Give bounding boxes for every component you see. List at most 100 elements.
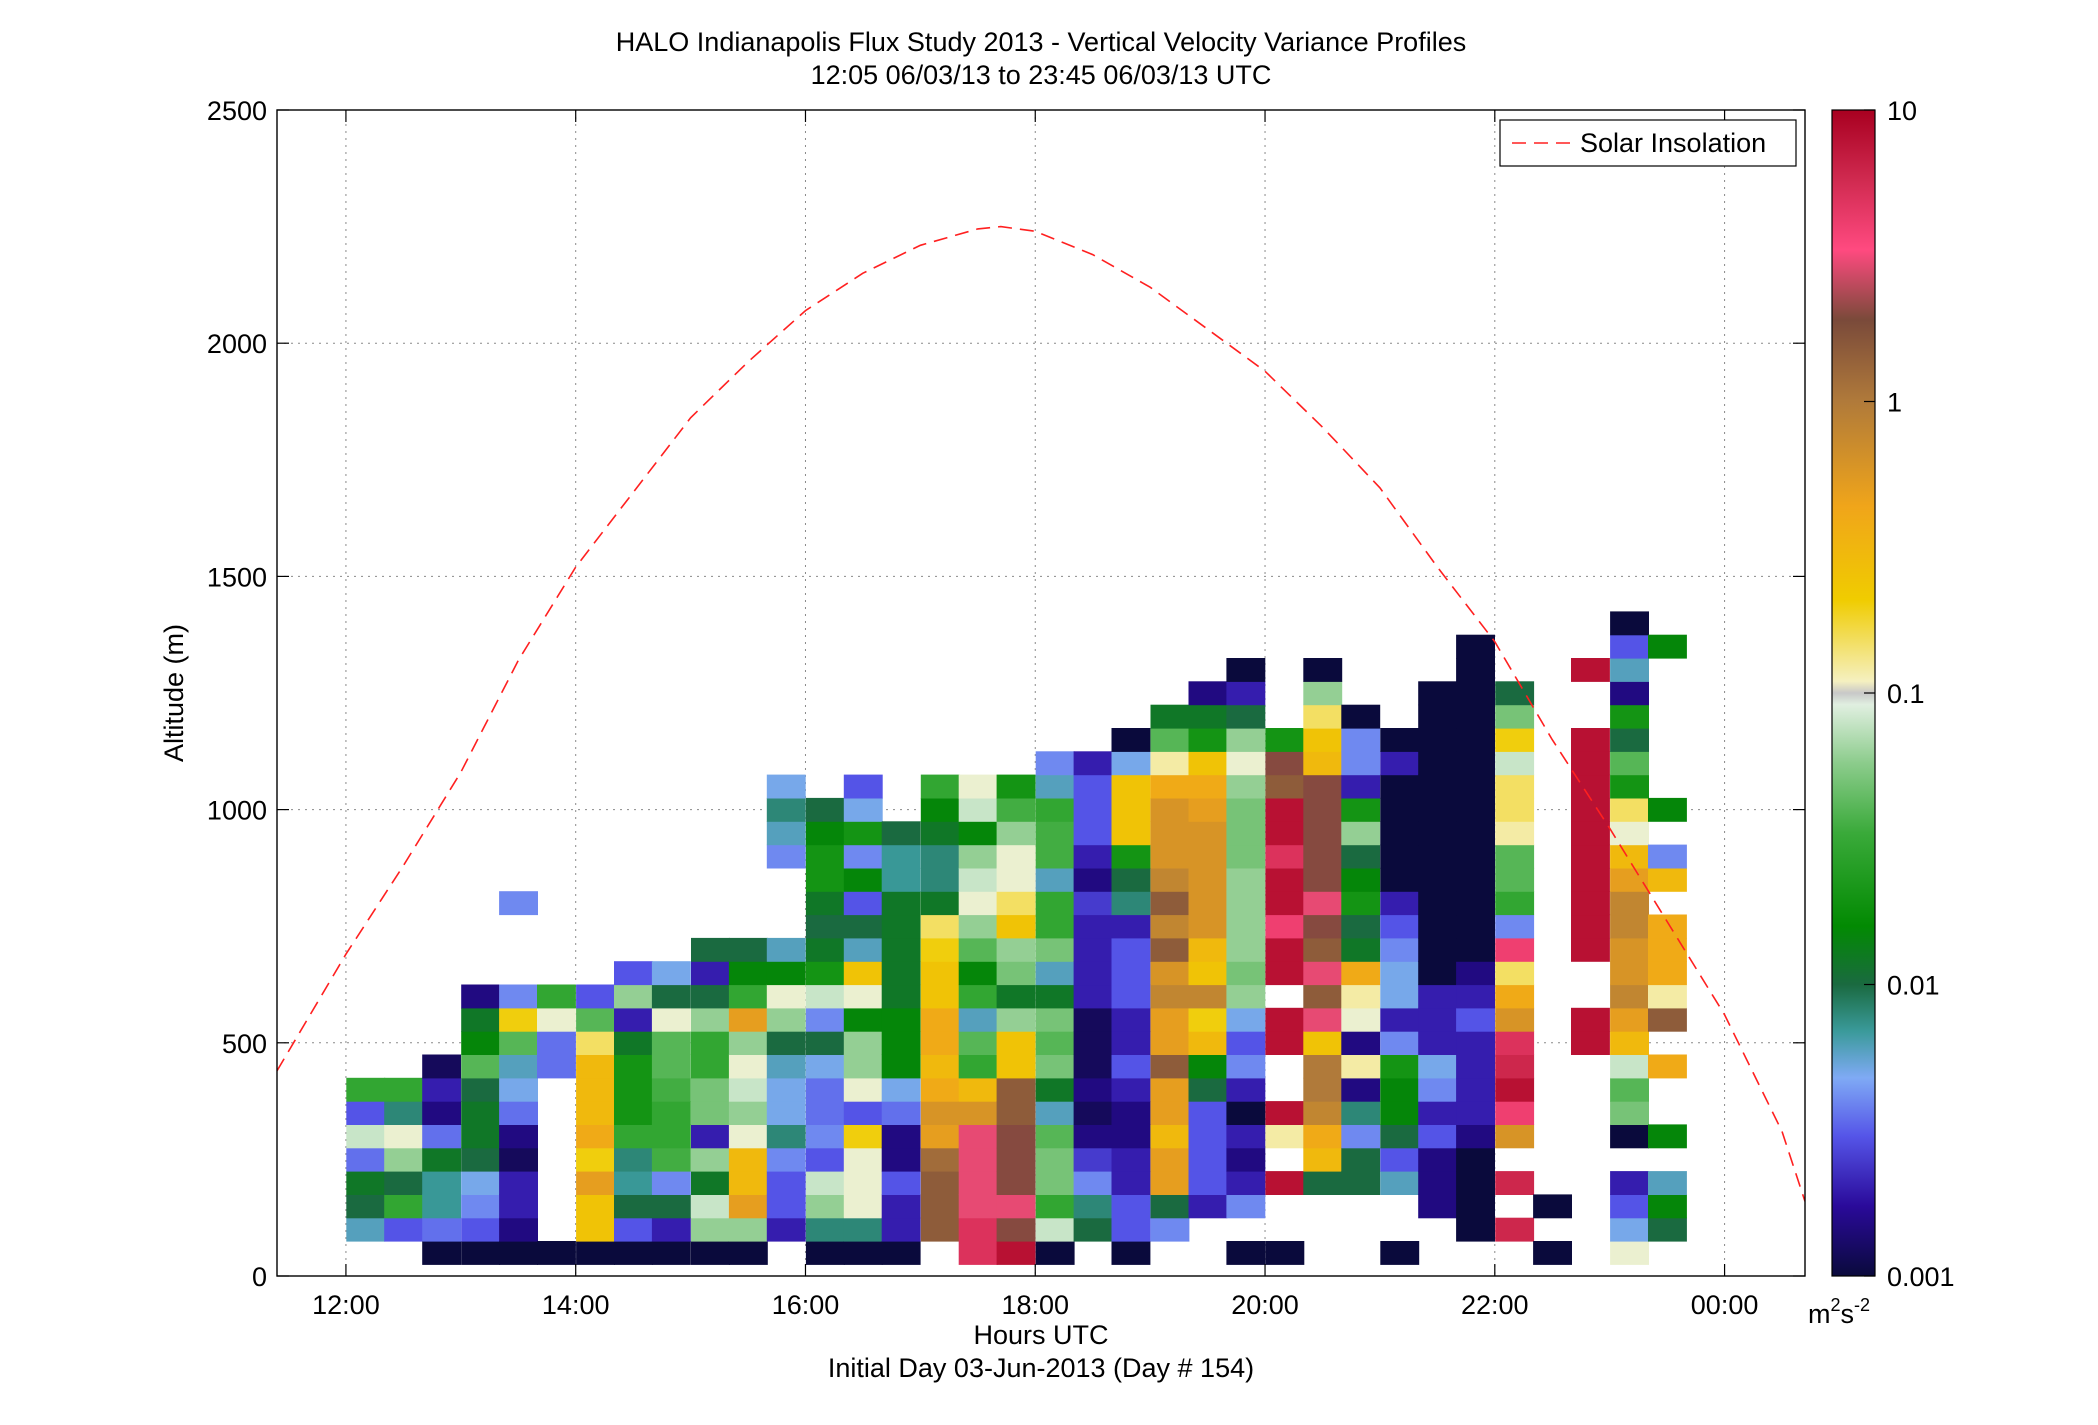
heatmap-cell <box>1456 1194 1495 1219</box>
heatmap-cell <box>920 1171 960 1195</box>
heatmap-cell <box>728 1147 768 1172</box>
heatmap-cell <box>1303 914 1343 939</box>
heatmap-cell <box>1610 984 1649 1009</box>
heatmap-cell <box>996 774 1036 799</box>
heatmap-cell <box>996 797 1036 822</box>
heatmap-cell <box>958 1241 998 1265</box>
heatmap-cell <box>1111 1124 1151 1149</box>
heatmap-cell <box>728 1217 768 1242</box>
heatmap-cell <box>805 1171 845 1195</box>
heatmap-cell <box>1495 914 1535 939</box>
heatmap-cell <box>1188 1031 1228 1055</box>
heatmap-cell <box>881 1147 921 1172</box>
heatmap-cell <box>1188 1124 1228 1149</box>
heatmap-cell <box>346 1101 386 1125</box>
heatmap-cell <box>996 1217 1036 1242</box>
heatmap-cell <box>1610 1077 1649 1102</box>
heatmap-cell <box>1035 1101 1075 1125</box>
heatmap-cell <box>1341 751 1381 776</box>
heatmap-cell <box>1226 1171 1266 1195</box>
heatmap-cell <box>958 1217 998 1242</box>
colorbar-tick-label: 0.001 <box>1887 1262 1955 1292</box>
heatmap-cell <box>1610 1124 1649 1149</box>
heatmap-cell <box>1495 1031 1535 1055</box>
heatmap-cell <box>651 1217 691 1242</box>
heatmap-cell <box>1226 844 1266 869</box>
heatmap-cell <box>1495 1124 1535 1149</box>
heatmap-cell <box>843 1171 883 1195</box>
heatmap-cell <box>1456 821 1495 846</box>
heatmap-cell <box>651 984 691 1009</box>
heatmap-cell <box>996 1147 1036 1172</box>
heatmap-cell <box>1188 1077 1228 1102</box>
heatmap-cell <box>1380 1031 1420 1055</box>
heatmap-cell <box>766 1124 806 1149</box>
x-tick-label: 20:00 <box>1231 1290 1299 1320</box>
heatmap-cell <box>1456 751 1495 776</box>
heatmap-cell <box>766 1031 806 1055</box>
heatmap-cell <box>576 1147 615 1172</box>
heatmap-cell <box>996 937 1036 962</box>
heatmap-cell <box>1188 821 1228 846</box>
y-axis-ticks: 0 500 1000 1500 2000 2500 <box>207 96 1805 1292</box>
heatmap-cell <box>881 1124 921 1149</box>
heatmap-cell <box>1035 1077 1075 1102</box>
heatmap-cell <box>728 1124 768 1149</box>
heatmap-cell <box>1188 1194 1228 1219</box>
heatmap-cell <box>1035 774 1075 799</box>
heatmap-cell <box>422 1101 462 1125</box>
heatmap-cell <box>996 821 1036 846</box>
heatmap-cell <box>1418 1171 1458 1195</box>
heatmap-cell <box>1456 961 1495 986</box>
heatmap-cell <box>1380 774 1420 799</box>
heatmap-cell <box>1341 1171 1381 1195</box>
heatmap-cell <box>843 937 883 962</box>
heatmap-cell <box>1456 797 1495 822</box>
heatmap-cell <box>1495 1171 1535 1195</box>
heatmap-cell <box>576 1217 615 1242</box>
heatmap-cell <box>1571 867 1610 892</box>
heatmap-cell <box>1035 751 1075 776</box>
colorbar-units-mid: s <box>1841 1299 1855 1329</box>
heatmap-cell <box>1341 844 1381 869</box>
heatmap-cell <box>1456 1217 1495 1242</box>
heatmap-cell <box>1610 891 1649 916</box>
heatmap-cell <box>461 1241 501 1265</box>
heatmap-cell <box>1610 1007 1649 1032</box>
heatmap-cell <box>1303 821 1343 846</box>
heatmap-cell <box>1610 658 1649 682</box>
heatmap-cell <box>1648 634 1687 659</box>
heatmap-cell <box>1380 1077 1420 1102</box>
heatmap-cell <box>958 774 998 799</box>
heatmap-cell <box>346 1171 386 1195</box>
heatmap-cell <box>920 1147 960 1172</box>
heatmap-cell <box>1380 728 1420 752</box>
y-tick-label: 1000 <box>207 796 267 826</box>
heatmap-cell <box>461 1194 501 1219</box>
heatmap-cell <box>1073 1217 1113 1242</box>
heatmap-cell <box>1150 1077 1190 1102</box>
heatmap-cell <box>766 797 806 822</box>
heatmap-cell <box>1226 1007 1266 1032</box>
heatmap-cell <box>1380 1147 1420 1172</box>
heatmap-cell <box>996 1171 1036 1195</box>
heatmap-cell <box>1648 1194 1687 1219</box>
heatmap-cell <box>881 984 921 1009</box>
heatmap-cell <box>461 1031 501 1055</box>
heatmap-cell <box>1073 1077 1113 1102</box>
heatmap-cell <box>996 1124 1036 1149</box>
heatmap-cell <box>1265 844 1305 869</box>
heatmap-cell <box>1610 937 1649 962</box>
heatmap-cell <box>1265 728 1305 752</box>
heatmap-cell <box>920 1217 960 1242</box>
heatmap-cell <box>1303 797 1343 822</box>
heatmap-cell <box>728 961 768 986</box>
heatmap-cell <box>1265 1101 1305 1125</box>
heatmap-cell <box>1226 961 1266 986</box>
heatmap-cell <box>958 1031 998 1055</box>
heatmap-cell <box>499 1171 538 1195</box>
heatmap-cell <box>1418 937 1458 962</box>
heatmap-cell <box>1341 867 1381 892</box>
heatmap-cell <box>1341 891 1381 916</box>
heatmap-cell <box>537 1007 576 1032</box>
